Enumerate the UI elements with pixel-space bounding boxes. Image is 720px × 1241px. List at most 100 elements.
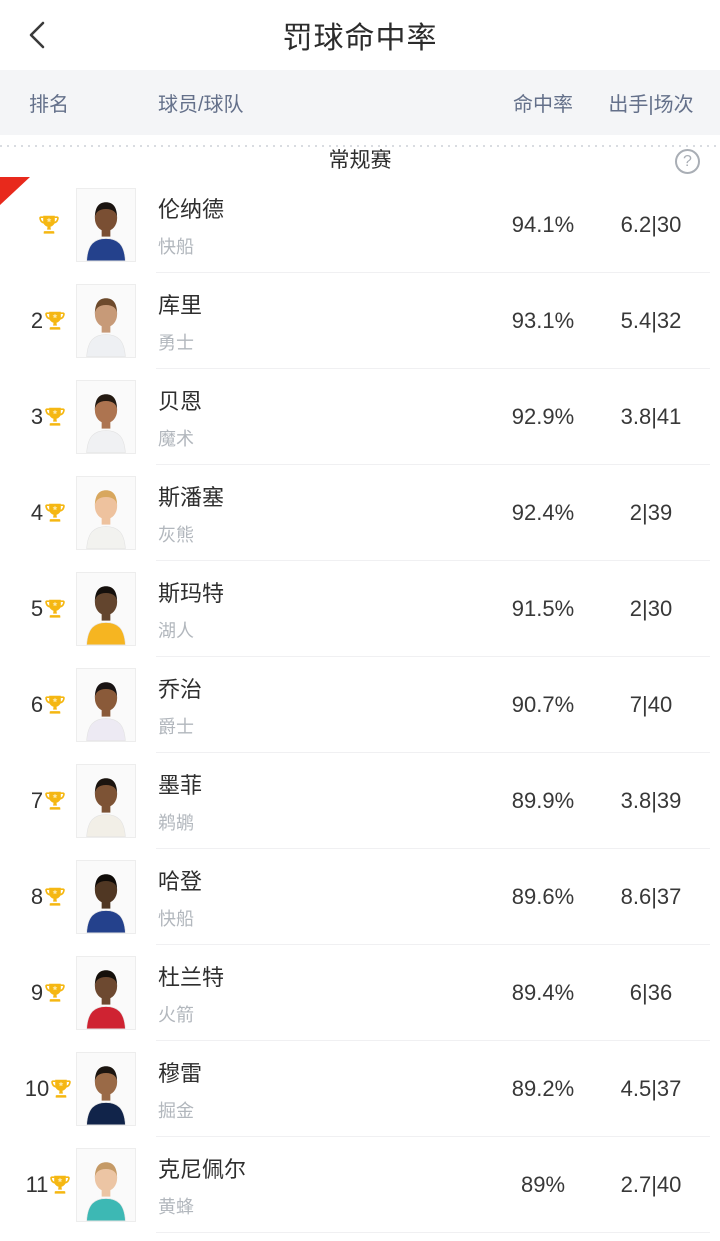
trophy-icon xyxy=(43,693,67,717)
pct-value: 90.7% xyxy=(511,692,575,717)
player-name: 斯玛特 xyxy=(158,580,225,606)
player-photo xyxy=(76,668,136,742)
rank-cell: 1 xyxy=(0,213,76,237)
player-info: 克尼佩尔 黄蜂 xyxy=(136,1152,495,1219)
rank-cell: 2 xyxy=(0,308,76,334)
section-label: 常规赛 xyxy=(328,149,392,172)
team-name: 快船 xyxy=(158,236,194,257)
pct-value: 89.4% xyxy=(511,980,575,1005)
trophy-icon xyxy=(43,885,67,909)
player-row[interactable]: 7 墨菲 鹈鹕 xyxy=(0,753,720,849)
pct-value: 92.9% xyxy=(511,404,575,429)
trophy-icon xyxy=(48,1173,72,1197)
player-photo xyxy=(76,476,136,550)
player-name: 伦纳德 xyxy=(158,196,225,222)
player-row[interactable]: 4 斯潘塞 灰熊 xyxy=(0,465,720,561)
player-info: 斯潘塞 灰熊 xyxy=(136,480,495,547)
player-row[interactable]: 1 伦纳德 快船 xyxy=(0,177,720,273)
stats-value: 2.7|40 xyxy=(620,1172,682,1197)
header-attempts-games: 出手|场次 xyxy=(608,94,694,116)
rank-label: 5 xyxy=(30,596,44,621)
player-row[interactable]: 3 贝恩 魔术 xyxy=(0,369,720,465)
rank-cell: 7 xyxy=(0,788,76,814)
player-info: 杜兰特 火箭 xyxy=(136,960,495,1027)
pct-value: 89.2% xyxy=(511,1076,575,1101)
navbar: 罚球命中率 xyxy=(0,0,720,70)
help-button[interactable]: ? xyxy=(675,149,700,174)
team-name: 灰熊 xyxy=(158,524,194,545)
stats-value: 3.8|39 xyxy=(620,788,682,813)
rank-label: 3 xyxy=(30,404,44,429)
rank-label: 8 xyxy=(30,884,44,909)
player-row[interactable]: 8 哈登 快船 xyxy=(0,849,720,945)
pct-value: 94.1% xyxy=(511,212,575,237)
chevron-left-icon xyxy=(29,21,45,49)
team-name: 勇士 xyxy=(158,332,194,353)
player-info: 伦纳德 快船 xyxy=(136,192,495,259)
player-photo xyxy=(76,284,136,358)
team-name: 黄蜂 xyxy=(158,1196,194,1217)
rank-cell: 8 xyxy=(0,884,76,910)
team-name: 爵士 xyxy=(158,716,194,737)
team-name: 火箭 xyxy=(158,1004,194,1025)
player-info: 斯玛特 湖人 xyxy=(136,576,495,643)
player-row[interactable]: 6 乔治 爵士 xyxy=(0,657,720,753)
trophy-icon xyxy=(37,213,61,237)
player-list: 1 伦纳德 快船 xyxy=(0,177,720,1233)
team-name: 魔术 xyxy=(158,428,194,449)
player-info: 贝恩 魔术 xyxy=(136,384,495,451)
stats-value: 3.8|41 xyxy=(620,404,682,429)
stats-value: 6|36 xyxy=(629,980,673,1005)
player-photo xyxy=(76,956,136,1030)
section-bar: 常规赛 ? xyxy=(0,135,720,177)
player-name: 穆雷 xyxy=(158,1060,203,1086)
player-photo xyxy=(76,572,136,646)
player-info: 乔治 爵士 xyxy=(136,672,495,739)
player-name: 哈登 xyxy=(158,868,203,894)
stats-value: 8.6|37 xyxy=(620,884,682,909)
rank-cell: 3 xyxy=(0,404,76,430)
player-info: 墨菲 鹈鹕 xyxy=(136,768,495,835)
player-name: 杜兰特 xyxy=(158,964,225,990)
stats-value: 2|30 xyxy=(629,596,673,621)
team-name: 快船 xyxy=(158,908,194,929)
pct-value: 92.4% xyxy=(511,500,575,525)
pct-value: 91.5% xyxy=(511,596,575,621)
back-button[interactable] xyxy=(16,14,58,56)
player-row[interactable]: 2 库里 勇士 xyxy=(0,273,720,369)
player-name: 克尼佩尔 xyxy=(158,1156,247,1182)
stats-value: 6.2|30 xyxy=(620,212,682,237)
stats-value: 5.4|32 xyxy=(620,308,682,333)
pct-value: 89.6% xyxy=(511,884,575,909)
player-photo xyxy=(76,188,136,262)
pct-value: 93.1% xyxy=(511,308,575,333)
player-photo xyxy=(76,1052,136,1126)
player-info: 哈登 快船 xyxy=(136,864,495,931)
rank-cell: 5 xyxy=(0,596,76,622)
header-rank: 排名 xyxy=(29,94,69,116)
rank-label: 10 xyxy=(24,1076,50,1101)
pct-value: 89.9% xyxy=(511,788,575,813)
player-row[interactable]: 5 斯玛特 湖人 xyxy=(0,561,720,657)
player-row[interactable]: 10 穆雷 掘金 xyxy=(0,1041,720,1137)
trophy-icon xyxy=(49,1077,73,1101)
stats-value: 7|40 xyxy=(629,692,673,717)
player-photo xyxy=(76,860,136,934)
trophy-icon xyxy=(43,597,67,621)
rank-label: 6 xyxy=(30,692,44,717)
page-title: 罚球命中率 xyxy=(282,22,438,55)
trophy-icon xyxy=(43,405,67,429)
player-name: 库里 xyxy=(158,292,203,318)
rank-label: 4 xyxy=(30,500,44,525)
rank-cell: 4 xyxy=(0,500,76,526)
rank-label: 11 xyxy=(25,1172,49,1197)
player-row[interactable]: 11 克尼佩尔 黄蜂 xyxy=(0,1137,720,1233)
stats-value: 2|39 xyxy=(629,500,673,525)
trophy-icon xyxy=(43,981,67,1005)
team-name: 湖人 xyxy=(158,620,194,641)
team-name: 鹈鹕 xyxy=(158,812,194,833)
player-row[interactable]: 9 杜兰特 火箭 xyxy=(0,945,720,1041)
header-player-team: 球员/球队 xyxy=(158,94,244,116)
rank-cell: 9 xyxy=(0,980,76,1006)
